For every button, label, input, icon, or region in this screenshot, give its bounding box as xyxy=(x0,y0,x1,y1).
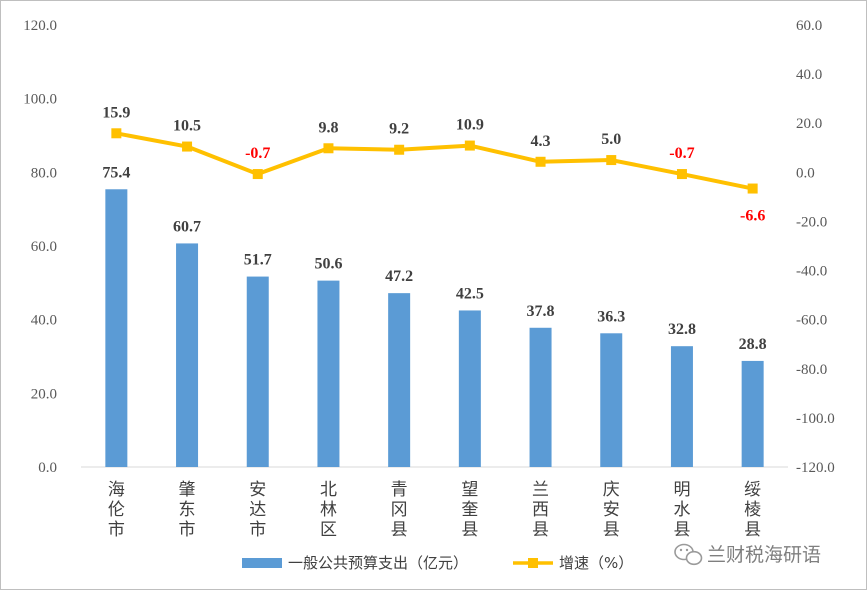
rate-point xyxy=(182,141,193,152)
rate-point xyxy=(676,169,687,180)
left-axis-tick-label: 80.0 xyxy=(31,165,57,181)
bar xyxy=(388,293,411,467)
category-label: 兰西县 xyxy=(532,480,549,540)
watermark-text: 兰财税海研语 xyxy=(707,544,821,566)
bar-value-label: 32.8 xyxy=(668,321,696,338)
right-axis-tick-label: -100.0 xyxy=(796,411,835,427)
legend-line-label: 增速（%） xyxy=(559,554,633,572)
category-label: 北林区 xyxy=(320,480,337,540)
rate-point xyxy=(252,169,263,180)
watermark: 兰财税海研语 xyxy=(674,543,821,566)
right-axis-tick-label: 60.0 xyxy=(796,18,822,34)
rate-point xyxy=(747,183,758,194)
rate-value-label: -0.7 xyxy=(245,145,270,162)
rate-value-label: 9.8 xyxy=(318,119,338,136)
data-labels-layer: 75.4 60.7 51.7 50.6 47.2 42.5 37.8 36.3 32.8 28.8… xyxy=(102,104,766,353)
rate-value-label: 4.3 xyxy=(531,133,551,150)
rate-value-label: 10.9 xyxy=(456,117,484,134)
rate-value-label: -0.7 xyxy=(669,145,694,162)
right-axis-tick-label: 40.0 xyxy=(796,67,822,83)
bar xyxy=(317,280,340,467)
left-axis-tick-label: 60.0 xyxy=(31,239,57,255)
left-axis-tick-label: 20.0 xyxy=(31,386,57,402)
bar-value-label: 50.6 xyxy=(314,256,342,273)
rate-point xyxy=(464,140,475,151)
bar xyxy=(246,276,269,467)
right-axis-tick-label: -20.0 xyxy=(796,214,827,230)
rate-point xyxy=(111,128,122,139)
rate-line xyxy=(115,131,754,191)
category-label: 安达市 xyxy=(249,480,266,540)
left-axis-tick-label: 0.0 xyxy=(38,460,57,476)
bar xyxy=(458,310,481,467)
right-axis-tick-label: -80.0 xyxy=(796,362,827,378)
legend-bar-label: 一般公共预算支出（亿元） xyxy=(288,554,468,572)
legend-line-marker xyxy=(528,558,538,568)
right-axis-tick-label: -40.0 xyxy=(796,264,827,280)
rate-value-label: -6.6 xyxy=(740,208,765,225)
bar-value-label: 51.7 xyxy=(244,252,272,269)
rate-value-label: 5.0 xyxy=(601,131,621,148)
bar xyxy=(529,327,552,467)
rate-point xyxy=(394,144,405,155)
legend-bar-swatch xyxy=(242,558,282,568)
bar xyxy=(670,346,693,467)
wechat-icon xyxy=(674,543,703,566)
bar-value-label: 47.2 xyxy=(385,268,413,285)
bar-value-label: 36.3 xyxy=(597,308,625,325)
rate-point xyxy=(323,143,334,154)
category-label: 庆安县 xyxy=(603,480,620,540)
bar xyxy=(105,189,128,467)
bar-value-label: 37.8 xyxy=(527,303,555,320)
category-label: 肇东市 xyxy=(179,480,196,540)
rate-point xyxy=(606,155,617,166)
line-layer xyxy=(111,128,758,194)
category-label: 绥棱县 xyxy=(744,480,761,540)
left-axis-tick-label: 120.0 xyxy=(23,18,57,34)
category-label: 望奎县 xyxy=(461,480,478,540)
bars-layer xyxy=(105,189,764,467)
bar-value-label: 28.8 xyxy=(739,336,767,353)
category-label: 明水县 xyxy=(673,480,690,540)
axes-layer: 0.0 20.0 40.0 60.0 80.0 100.0 120.0 -120.0 -100.… xyxy=(23,18,835,540)
bar xyxy=(741,360,764,467)
left-axis-tick-label: 40.0 xyxy=(31,313,57,329)
right-axis-tick-label: -60.0 xyxy=(796,313,827,329)
bar xyxy=(176,243,199,467)
rate-value-label: 15.9 xyxy=(102,104,130,121)
right-axis-tick-label: 20.0 xyxy=(796,116,822,132)
rate-point xyxy=(535,156,546,167)
right-axis-tick-label: -120.0 xyxy=(796,460,835,476)
bar-value-label: 75.4 xyxy=(102,164,130,181)
right-axis-tick-label: 0.0 xyxy=(796,165,815,181)
rate-value-label: 9.2 xyxy=(389,121,409,138)
category-label: 海伦市 xyxy=(108,480,125,540)
legend: 一般公共预算支出（亿元） 增速（%） xyxy=(242,554,633,572)
bar-value-label: 42.5 xyxy=(456,285,484,302)
category-label: 青冈县 xyxy=(391,480,408,540)
left-axis-tick-label: 100.0 xyxy=(23,92,57,108)
rate-value-label: 10.5 xyxy=(173,118,201,135)
bar xyxy=(600,333,623,467)
bar-value-label: 60.7 xyxy=(173,218,201,235)
